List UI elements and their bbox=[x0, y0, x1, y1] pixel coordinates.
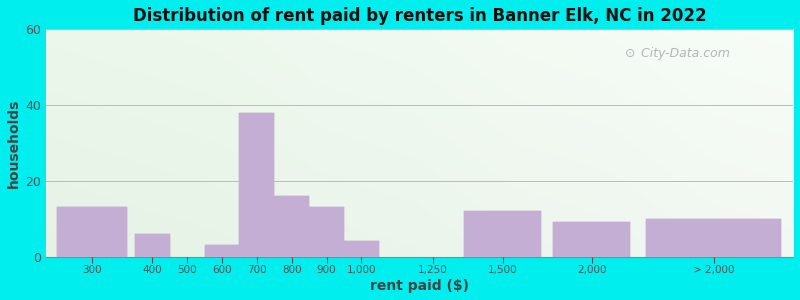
Bar bbox=[135, 234, 170, 256]
Bar bbox=[309, 207, 344, 256]
Bar bbox=[239, 112, 274, 256]
Bar bbox=[464, 211, 542, 256]
Bar bbox=[239, 112, 274, 256]
Bar bbox=[274, 196, 309, 256]
Bar bbox=[646, 219, 782, 256]
Bar bbox=[344, 242, 379, 256]
Bar bbox=[646, 219, 782, 256]
Bar bbox=[464, 211, 542, 256]
Text: ⊙: ⊙ bbox=[625, 47, 635, 61]
Bar bbox=[344, 242, 379, 256]
Bar bbox=[274, 196, 309, 256]
Bar bbox=[58, 207, 127, 256]
Bar bbox=[135, 234, 170, 256]
Title: Distribution of rent paid by renters in Banner Elk, NC in 2022: Distribution of rent paid by renters in … bbox=[133, 7, 706, 25]
Bar bbox=[205, 245, 239, 256]
Y-axis label: households: households bbox=[7, 98, 21, 188]
X-axis label: rent paid ($): rent paid ($) bbox=[370, 279, 469, 293]
Bar bbox=[309, 207, 344, 256]
Bar bbox=[553, 223, 630, 256]
Bar bbox=[205, 245, 239, 256]
Bar bbox=[58, 207, 127, 256]
Bar bbox=[553, 223, 630, 256]
Text: City-Data.com: City-Data.com bbox=[629, 47, 730, 61]
